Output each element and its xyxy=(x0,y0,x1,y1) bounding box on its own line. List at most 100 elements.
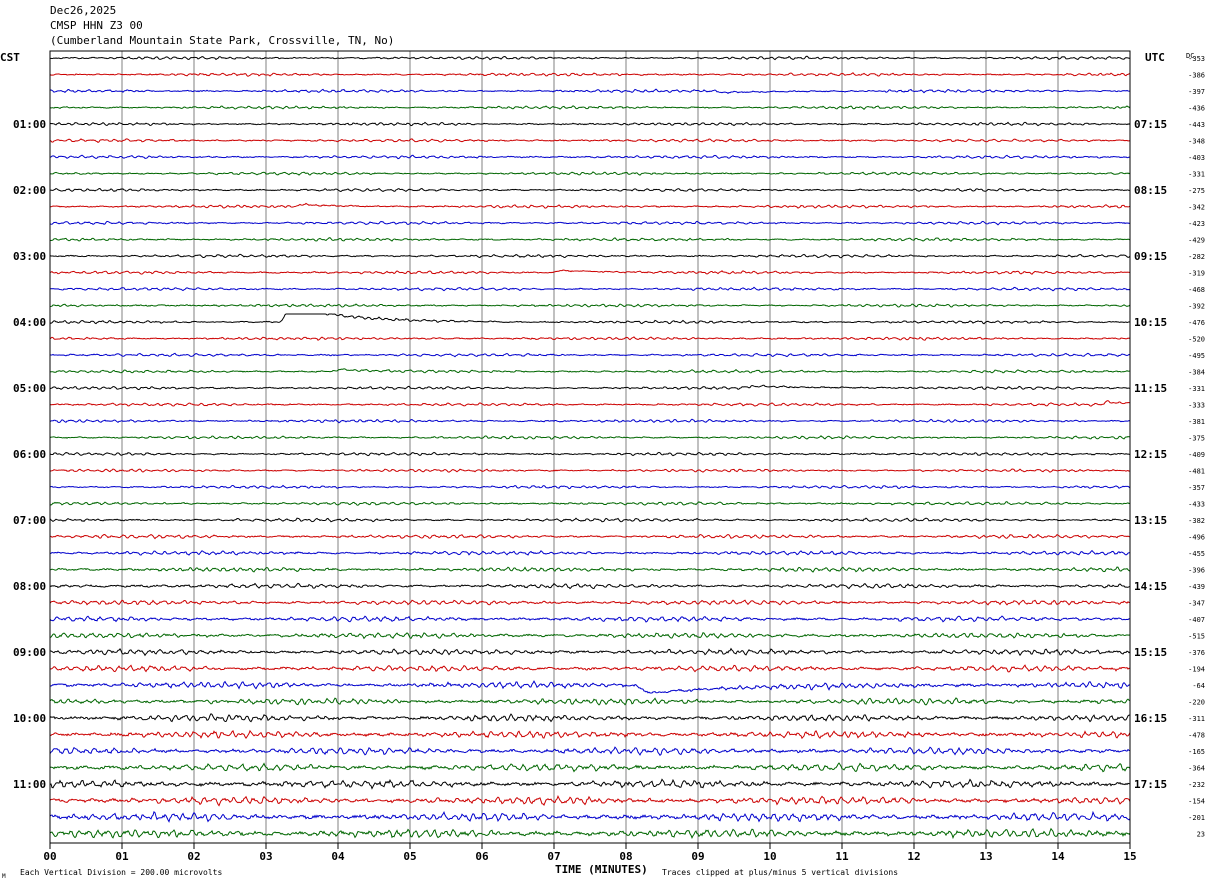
right-hour-label: 09:15 xyxy=(1134,250,1167,263)
x-tick-label: 10 xyxy=(763,850,776,863)
seismic-trace-line xyxy=(49,154,1131,160)
dc-offset-label: -232 xyxy=(1188,781,1205,789)
x-tick-label: 01 xyxy=(115,850,129,863)
seismic-trace-line xyxy=(49,187,1131,193)
seismic-trace-line xyxy=(49,286,1131,292)
seismic-trace-line xyxy=(49,72,1131,77)
dc-offset-label: -342 xyxy=(1188,204,1205,212)
seismic-trace-line xyxy=(49,599,1131,606)
dc-offset-label: -495 xyxy=(1188,352,1205,360)
left-hour-label: 02:00 xyxy=(13,184,46,197)
seismic-trace-line xyxy=(49,632,1131,640)
left-hour-label: 03:00 xyxy=(13,250,46,263)
dc-offset-label: -64 xyxy=(1192,682,1205,690)
dc-offset-label: -384 xyxy=(1188,369,1205,377)
seismic-trace-line xyxy=(49,615,1131,623)
dc-offset-label: -478 xyxy=(1188,732,1205,740)
x-tick-label: 12 xyxy=(907,850,920,863)
seismic-trace-line xyxy=(49,566,1131,573)
seismic-trace-line xyxy=(49,435,1131,440)
seismic-trace-line xyxy=(49,517,1131,523)
right-hour-label: 12:15 xyxy=(1134,448,1167,461)
corner-mark: M xyxy=(2,873,6,880)
seismic-trace-line xyxy=(49,88,1131,94)
right-hour-label: 13:15 xyxy=(1134,514,1167,527)
dc-offset-label: -455 xyxy=(1188,550,1205,558)
x-tick-label: 14 xyxy=(1051,850,1065,863)
left-hour-label: 06:00 xyxy=(13,448,46,461)
x-tick-label: 08 xyxy=(619,850,632,863)
seismic-trace-line xyxy=(49,303,1131,308)
dc-offset-label: -353 xyxy=(1188,55,1205,63)
dc-offset-label: 23 xyxy=(1197,831,1205,839)
left-hour-label: 05:00 xyxy=(13,382,46,395)
x-tick-label: 07 xyxy=(547,850,560,863)
dc-offset-label: -311 xyxy=(1188,715,1205,723)
trace-layer xyxy=(49,55,1131,840)
seismic-trace-line xyxy=(49,468,1131,473)
dc-offset-label: -386 xyxy=(1188,72,1205,80)
dc-offset-label: -407 xyxy=(1188,616,1205,624)
right-hour-label: 08:15 xyxy=(1134,184,1167,197)
seismic-trace-line xyxy=(49,400,1131,407)
left-hour-label: 08:00 xyxy=(13,580,46,593)
right-hour-label: 10:15 xyxy=(1134,316,1167,329)
dc-offset-label: -201 xyxy=(1188,814,1205,822)
seismic-trace-line xyxy=(49,680,1131,694)
left-hour-label: 07:00 xyxy=(13,514,46,527)
seismic-trace-line xyxy=(49,269,1131,275)
seismic-trace-line xyxy=(49,713,1131,723)
seismic-trace-line xyxy=(49,664,1131,673)
x-axis-title: TIME (MINUTES) xyxy=(555,863,648,876)
right-hour-label: 11:15 xyxy=(1134,382,1167,395)
dc-label: DC xyxy=(1186,52,1194,60)
seismic-trace-line xyxy=(49,778,1131,790)
dc-offset-label: -382 xyxy=(1188,517,1205,525)
right-hour-label: 17:15 xyxy=(1134,778,1167,791)
dc-offset-label: -194 xyxy=(1188,666,1205,674)
dc-offset-label: -403 xyxy=(1188,154,1205,162)
x-tick-label: 06 xyxy=(475,850,489,863)
seismic-trace-line xyxy=(49,746,1131,756)
dc-offset-label: -319 xyxy=(1188,270,1205,278)
dc-offset-label: -439 xyxy=(1188,583,1205,591)
seismic-trace-line xyxy=(49,501,1131,506)
station-date: Dec26,2025 xyxy=(50,4,117,17)
x-tick-label: 04 xyxy=(331,850,345,863)
dc-offset-label: -436 xyxy=(1188,105,1205,113)
seismic-trace-line xyxy=(49,368,1131,374)
dc-offset-label: -347 xyxy=(1188,600,1205,608)
left-hour-label: 10:00 xyxy=(13,712,46,725)
right-hour-label: 15:15 xyxy=(1134,646,1167,659)
dc-offset-label: -331 xyxy=(1188,171,1205,179)
dc-offset-label: -468 xyxy=(1188,286,1205,294)
x-tick-label: 02 xyxy=(187,850,200,863)
dc-offset-label: -376 xyxy=(1188,649,1205,657)
left-hour-label: 01:00 xyxy=(13,118,46,131)
right-hour-label: 16:15 xyxy=(1134,712,1167,725)
dc-offset-label: -357 xyxy=(1188,484,1205,492)
x-tick-label: 03 xyxy=(259,850,272,863)
station-id: CMSP HHN Z3 00 xyxy=(50,19,143,32)
scale-note: Each Vertical Division = 200.00 microvol… xyxy=(20,868,222,877)
dc-offset-label: -165 xyxy=(1188,748,1205,756)
seismic-trace-line xyxy=(49,794,1131,807)
dc-offset-label: -409 xyxy=(1188,451,1205,459)
seismic-trace-line xyxy=(49,549,1131,556)
plot-frame xyxy=(49,50,1131,844)
x-tick-label: 09 xyxy=(691,850,704,863)
dc-offset-label: -381 xyxy=(1188,418,1205,426)
seismic-trace-line xyxy=(49,336,1131,341)
seismic-trace-line xyxy=(49,384,1131,391)
dc-offset-label: -392 xyxy=(1188,303,1205,311)
dc-offset-label: -282 xyxy=(1188,253,1205,261)
dc-offset-label: -275 xyxy=(1188,187,1205,195)
right-axis-label: UTC xyxy=(1145,51,1165,64)
dc-offset-label: -333 xyxy=(1188,402,1205,410)
dc-offset-label: -220 xyxy=(1188,699,1205,707)
x-tick-label: 00 xyxy=(43,850,56,863)
dc-offset-label: -515 xyxy=(1188,633,1205,641)
dc-offset-label: -433 xyxy=(1188,501,1205,509)
dc-offset-label: -496 xyxy=(1188,534,1205,542)
